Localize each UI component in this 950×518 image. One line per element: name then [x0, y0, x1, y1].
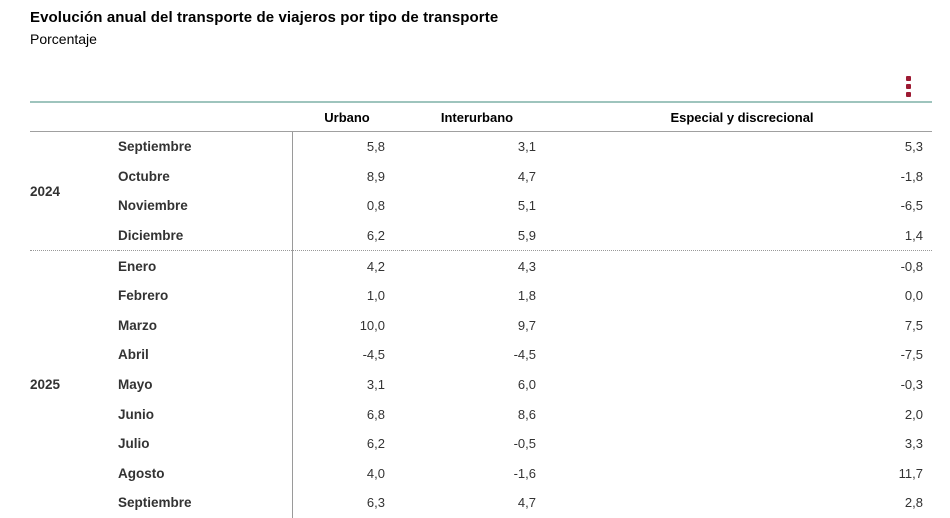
- data-table-wrap: Urbano Interurbano Especial y discrecion…: [30, 101, 932, 518]
- value-interurbano: 1,8: [517, 288, 536, 304]
- value-urbano: 4,0: [291, 458, 402, 489]
- col-header-especial: Especial y discrecional: [552, 103, 932, 132]
- value-especial: -6,5: [900, 198, 923, 214]
- table-row: Marzo 10,0 9,7 7,5: [30, 310, 932, 341]
- table-header: Urbano Interurbano Especial y discrecion…: [30, 103, 932, 132]
- value-interurbano: 8,6: [517, 406, 536, 422]
- value-interurbano: 5,9: [517, 228, 536, 244]
- table-row: Agosto 4,0 -1,6 11,7: [30, 458, 932, 489]
- value-urbano: 6,2: [291, 220, 402, 251]
- kebab-menu-button[interactable]: [898, 71, 918, 101]
- value-interurbano: 4,7: [517, 495, 536, 511]
- value-urbano: 5,8: [291, 131, 402, 162]
- month-label: Mayo: [118, 377, 153, 393]
- month-label: Julio: [118, 436, 150, 452]
- value-urbano: 10,0: [291, 310, 402, 341]
- value-especial: -0,3: [900, 377, 923, 393]
- col-header-urbano: Urbano: [292, 103, 402, 132]
- month-label: Diciembre: [118, 228, 184, 244]
- value-especial: -7,5: [900, 347, 923, 363]
- table-body: 2024 Septiembre 5,8 3,1 5,3 Octubre 8,9 4,7 -1,8…: [30, 131, 932, 518]
- page-subtitle: Porcentaje: [30, 31, 97, 47]
- table-row: Noviembre 0,8 5,1 -6,5: [30, 191, 932, 221]
- value-interurbano: 9,7: [517, 317, 536, 333]
- month-label: Septiembre: [118, 139, 192, 155]
- value-interurbano: 4,3: [402, 250, 552, 281]
- kebab-menu-icon: [905, 75, 911, 81]
- table-row: Diciembre 6,2 5,9 1,4: [30, 220, 932, 251]
- value-interurbano: -1,6: [513, 465, 536, 481]
- value-especial: 1,4: [904, 228, 923, 244]
- value-especial: -0,8: [552, 250, 932, 281]
- value-interurbano: -4,5: [513, 347, 536, 363]
- value-especial: 7,5: [904, 317, 923, 333]
- value-urbano: 6,2: [291, 428, 402, 459]
- value-interurbano: 6,0: [517, 377, 536, 393]
- month-label: Marzo: [118, 317, 158, 333]
- value-interurbano: -0,5: [513, 436, 536, 452]
- year-label: 2025: [30, 250, 118, 518]
- col-header-empty-year: [30, 103, 118, 132]
- value-urbano: 6,3: [291, 488, 402, 518]
- year-label: 2024: [30, 183, 61, 199]
- page-title: Evolución anual del transporte de viajer…: [30, 9, 499, 26]
- month-label: Abril: [118, 347, 149, 363]
- value-especial: 11,7: [898, 465, 923, 481]
- data-table: Urbano Interurbano Especial y discrecion…: [30, 103, 932, 518]
- table-row: 2025 Enero 4,2 4,3 -0,8: [30, 250, 932, 518]
- table-row: Septiembre 6,3 4,7 2,8: [30, 488, 932, 518]
- value-especial: 2,8: [904, 495, 923, 511]
- kebab-menu-icon: [905, 91, 911, 97]
- value-interurbano: 3,1: [517, 139, 536, 155]
- month-label: Junio: [118, 406, 154, 422]
- col-header-interurbano: Interurbano: [402, 103, 552, 132]
- value-especial: 0,0: [904, 288, 923, 304]
- value-urbano: 1,0: [291, 280, 402, 311]
- table-row: Mayo 3,1 6,0 -0,3: [30, 369, 932, 400]
- table-row: Junio 6,8 8,6 2,0: [30, 399, 932, 429]
- table-row: Octubre 8,9 4,7 -1,8: [30, 161, 932, 192]
- month-label: Noviembre: [118, 198, 188, 214]
- table-row: 2024 Septiembre 5,8 3,1 5,3: [30, 131, 932, 199]
- table-row: Febrero 1,0 1,8 0,0: [30, 280, 932, 311]
- value-urbano: 8,9: [291, 161, 402, 192]
- value-urbano: 4,2: [291, 250, 402, 281]
- value-especial: 5,3: [904, 139, 923, 155]
- value-interurbano: 5,1: [517, 198, 536, 214]
- value-urbano: -4,5: [291, 340, 402, 370]
- value-interurbano: 4,7: [517, 168, 536, 184]
- header-row: Urbano Interurbano Especial y discrecion…: [30, 103, 932, 132]
- month-label: Septiembre: [118, 495, 192, 511]
- month-label: Enero: [118, 250, 292, 281]
- value-especial: 2,0: [904, 406, 923, 422]
- table-row: Julio 6,2 -0,5 3,3: [30, 428, 932, 459]
- value-especial: 3,3: [904, 436, 923, 452]
- month-label: Febrero: [118, 288, 169, 304]
- value-urbano: 0,8: [291, 191, 402, 221]
- col-header-empty-month: [118, 103, 292, 132]
- kebab-menu-icon: [905, 83, 911, 89]
- value-urbano: 6,8: [291, 399, 402, 429]
- value-especial: -1,8: [900, 168, 923, 184]
- value-urbano: 3,1: [291, 369, 402, 400]
- month-label: Agosto: [118, 465, 165, 481]
- month-label: Octubre: [118, 168, 170, 184]
- table-row: Abril -4,5 -4,5 -7,5: [30, 340, 932, 370]
